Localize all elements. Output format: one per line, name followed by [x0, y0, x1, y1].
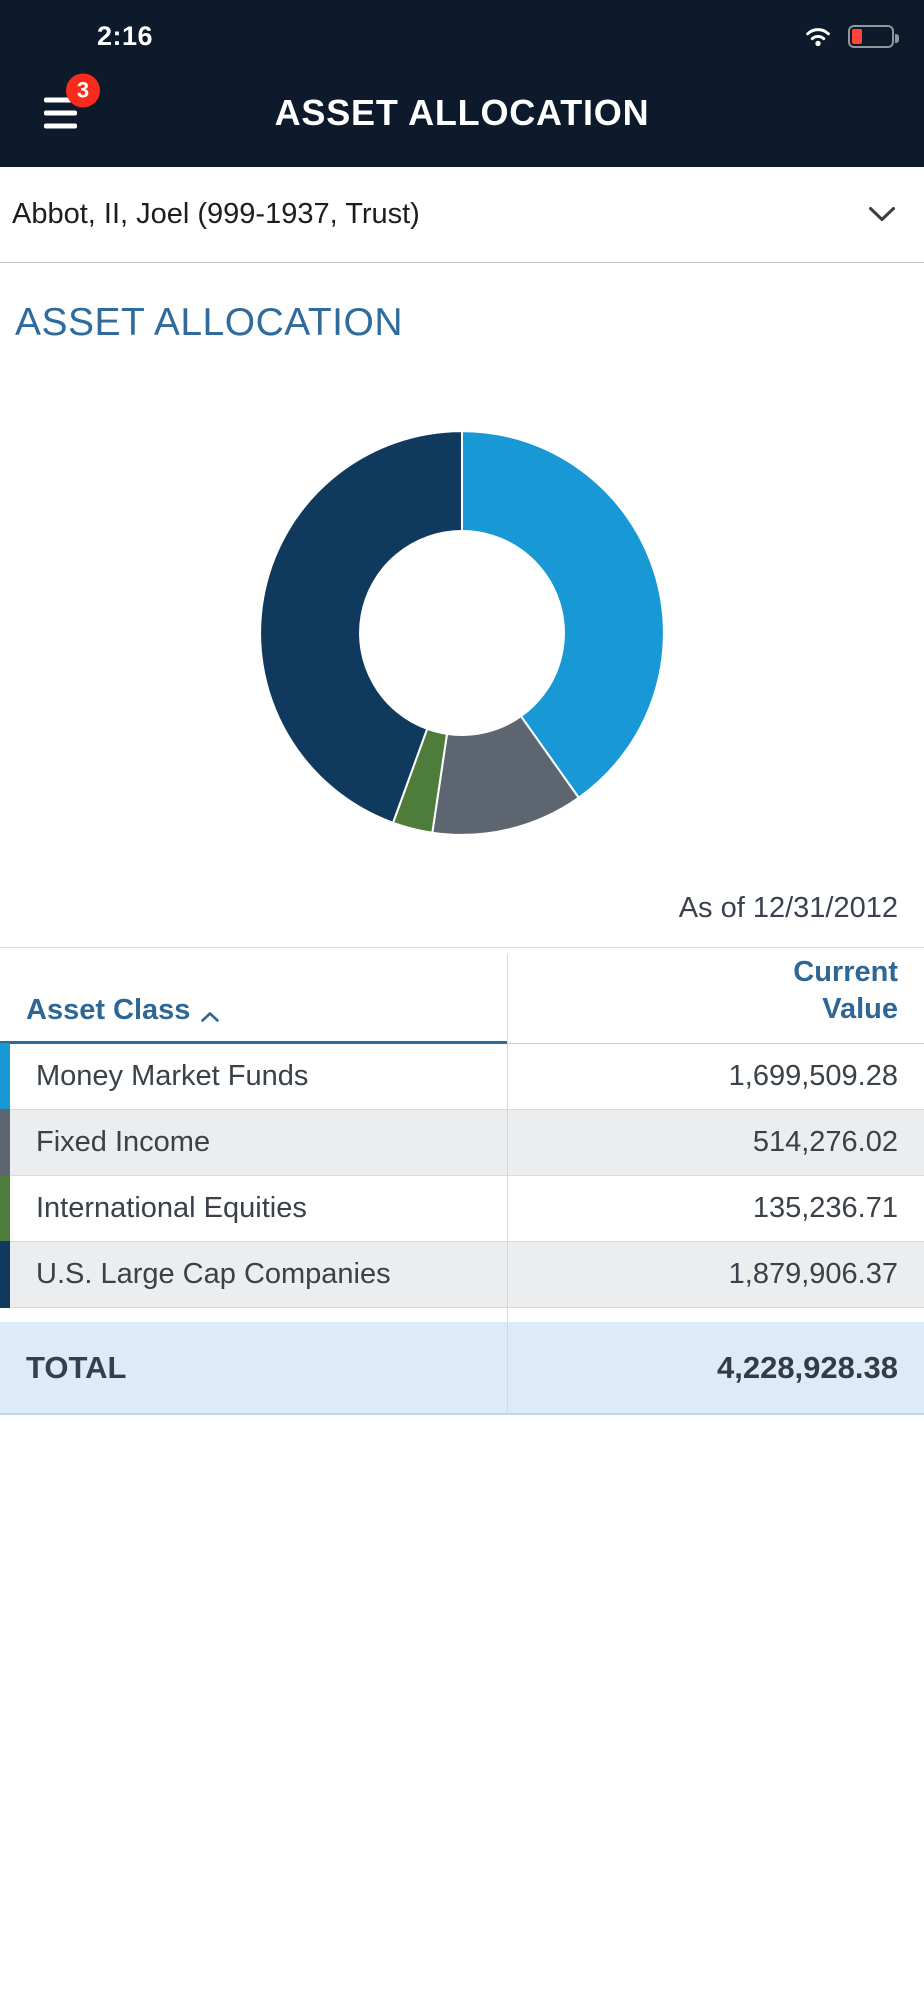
current-value-text: 1,699,509.28	[728, 1060, 898, 1092]
asset-class-header-label: Asset Class	[26, 994, 191, 1026]
battery-level-low	[852, 28, 862, 44]
chevron-down-icon	[869, 207, 895, 221]
asset-class-header[interactable]: Asset Class	[0, 994, 507, 1044]
account-label: Abbot, II, Joel (999-1937, Trust)	[12, 198, 420, 230]
total-value: 4,228,928.38	[507, 1322, 924, 1413]
asset-class-cell: Fixed Income	[0, 1109, 507, 1176]
notification-badge: 3	[66, 73, 100, 107]
wifi-icon	[806, 28, 830, 47]
table-row[interactable]: Fixed Income 514,276.02	[0, 1109, 924, 1176]
table-gap	[0, 1308, 924, 1322]
asset-color-indicator	[0, 1175, 10, 1242]
current-value-header-label: Current Value	[793, 955, 898, 1026]
donut-segment	[460, 430, 665, 800]
hamburger-icon	[44, 97, 77, 128]
asset-class-cell: International Equities	[0, 1175, 507, 1242]
current-value-cell: 135,236.71	[507, 1176, 924, 1241]
battery-icon	[848, 24, 899, 48]
content: ASSET ALLOCATION As of 12/31/2012 Asset …	[0, 301, 924, 1415]
page-title: ASSET ALLOCATION	[274, 91, 650, 133]
menu-button[interactable]: 3	[44, 73, 100, 128]
asset-class-label: U.S. Large Cap Companies	[36, 1258, 391, 1290]
table-row[interactable]: U.S. Large Cap Companies 1,879,906.37	[0, 1241, 924, 1308]
sort-ascending-icon	[201, 1012, 220, 1022]
chart-area	[0, 421, 924, 850]
total-label: TOTAL	[26, 1349, 127, 1385]
asset-class-label: Fixed Income	[36, 1126, 211, 1158]
current-value-text: 135,236.71	[752, 1192, 898, 1224]
table-row[interactable]: Money Market Funds 1,699,509.28	[0, 1043, 924, 1110]
account-selector[interactable]: Abbot, II, Joel (999-1937, Trust)	[0, 167, 924, 263]
current-value-cell: 1,879,906.37	[507, 1242, 924, 1307]
table-header-row: Asset Class Current Value	[0, 948, 924, 1044]
as-of-date: As of 12/31/2012	[678, 892, 898, 924]
table-row[interactable]: International Equities 135,236.71	[0, 1175, 924, 1242]
current-value-header[interactable]: Current Value	[507, 953, 924, 1044]
status-icons	[802, 24, 899, 48]
current-value-text: 1,879,906.37	[728, 1258, 898, 1290]
asset-color-indicator	[0, 1109, 10, 1176]
asset-allocation-donut-chart	[259, 430, 665, 836]
current-value-cell: 1,699,509.28	[507, 1044, 924, 1109]
status-bar: 2:16	[0, 0, 924, 58]
asset-class-cell: Money Market Funds	[0, 1043, 507, 1110]
asset-color-indicator	[0, 1241, 10, 1308]
status-time: 2:16	[97, 20, 154, 51]
app-header: 2:16 3 ASSET ALLOCATION	[0, 0, 924, 167]
asset-class-label: Money Market Funds	[36, 1060, 309, 1092]
asset-table-body: Money Market Funds 1,699,509.28 Fixed Inco…	[0, 1043, 924, 1308]
asset-color-indicator	[0, 1043, 10, 1110]
asset-class-label: International Equities	[36, 1192, 307, 1224]
asset-class-cell: U.S. Large Cap Companies	[0, 1241, 507, 1308]
nav-bar: 3 ASSET ALLOCATION	[0, 58, 924, 167]
asset-table: Asset Class Current Value Money Market F…	[0, 947, 924, 1415]
section-title: ASSET ALLOCATION	[15, 301, 404, 344]
total-row: TOTAL 4,228,928.38	[0, 1322, 924, 1415]
current-value-text: 514,276.02	[752, 1126, 898, 1158]
current-value-cell: 514,276.02	[507, 1110, 924, 1175]
donut-segment	[259, 430, 464, 825]
